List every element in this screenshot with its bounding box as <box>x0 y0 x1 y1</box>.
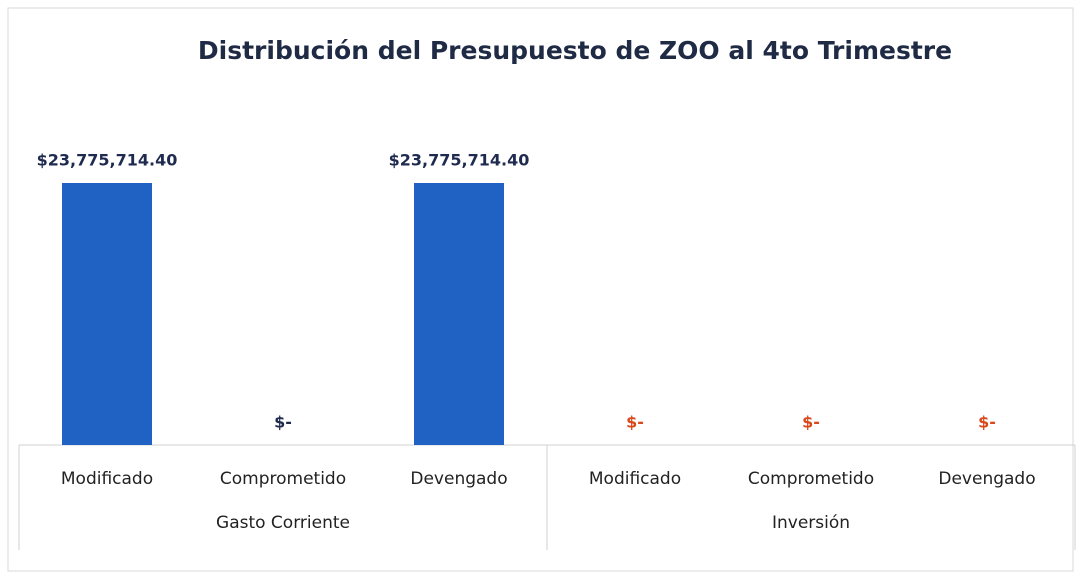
value-label: $- <box>978 413 996 432</box>
x-tick-label: Modificado <box>61 469 153 489</box>
value-label: $23,775,714.40 <box>389 151 530 170</box>
value-label: $- <box>802 413 820 432</box>
chart-frame <box>7 7 1074 572</box>
value-label: $- <box>274 413 292 432</box>
x-tick-label: Devengado <box>410 469 507 489</box>
bar <box>414 183 504 445</box>
group-label: Inversión <box>772 513 850 533</box>
value-label: $- <box>626 413 644 432</box>
chart-title: Distribución del Presupuesto de ZOO al 4… <box>198 36 952 65</box>
x-tick-label: Devengado <box>938 469 1035 489</box>
bar <box>62 183 152 445</box>
group-label: Gasto Corriente <box>216 513 350 533</box>
x-tick-label: Comprometido <box>220 469 346 489</box>
x-tick-label: Comprometido <box>748 469 874 489</box>
value-label: $23,775,714.40 <box>37 151 178 170</box>
x-tick-label: Modificado <box>589 469 681 489</box>
